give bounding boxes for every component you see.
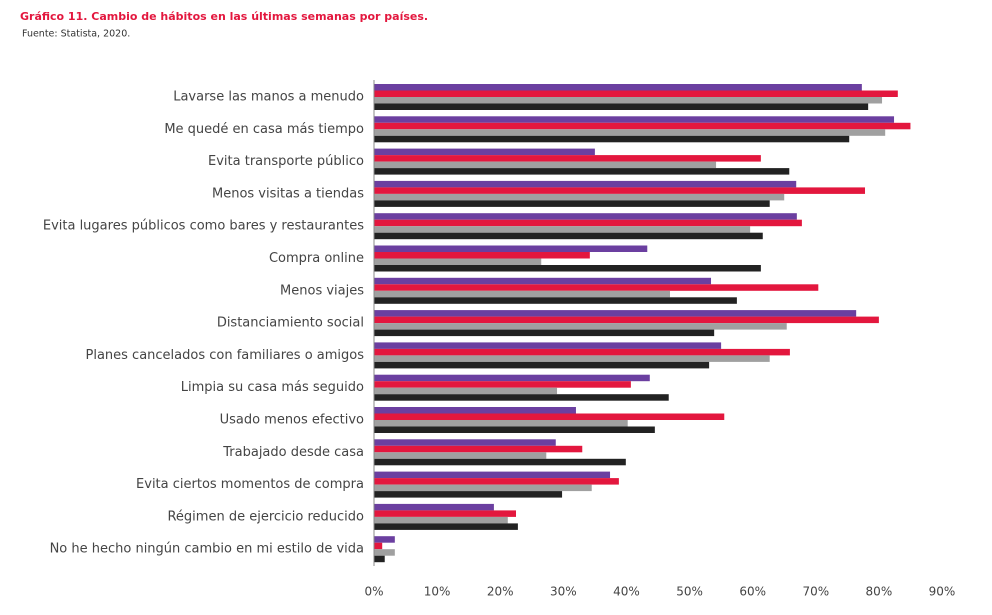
chart-title: Gráfico 11. Cambio de hábitos en las últ…: [20, 10, 428, 23]
bar: [374, 129, 886, 136]
category-label: Evita transporte público: [208, 154, 364, 169]
bar: [374, 290, 670, 298]
bar: [374, 420, 628, 427]
bar: [374, 245, 648, 252]
bar: [374, 439, 556, 446]
bar: [374, 284, 819, 291]
bar: [374, 445, 583, 453]
category-label: Menos visitas a tiendas: [212, 186, 364, 201]
x-tick-label: 0%: [364, 585, 383, 599]
bar: [374, 161, 717, 169]
bar: [374, 277, 712, 285]
category-label: Compra online: [269, 251, 364, 266]
category-label: Trabajado desde casa: [222, 445, 364, 460]
bar: [374, 258, 542, 265]
bar: [374, 510, 516, 517]
bar: [374, 168, 790, 175]
category-label: Menos viajes: [280, 283, 364, 298]
bar: [374, 329, 715, 337]
bar: [374, 265, 761, 272]
bar: [374, 84, 862, 91]
bar: [374, 458, 626, 466]
category-label: No he hecho ningún cambio en mi estilo d…: [50, 542, 364, 557]
x-tick-label: 10%: [424, 585, 451, 599]
bar: [374, 103, 869, 110]
bar: [374, 252, 590, 259]
bar: [374, 394, 669, 401]
x-tick-label: 50%: [676, 585, 703, 599]
bar: [374, 97, 883, 104]
bar: [374, 374, 650, 382]
bar: [374, 180, 797, 188]
bar: [374, 555, 385, 563]
bar: [374, 155, 761, 162]
bar: [374, 297, 737, 304]
x-tick-label: 80%: [866, 585, 893, 599]
bar: [374, 342, 722, 349]
bar: [374, 452, 547, 459]
category-label: Evita lugares públicos como bares y rest…: [43, 219, 364, 234]
bar: [374, 122, 911, 130]
bar: [374, 549, 395, 556]
category-label: Planes cancelados con familiares o amigo…: [86, 348, 365, 363]
bar: [374, 232, 763, 240]
x-tick-label: 60%: [739, 585, 766, 599]
category-label: Distanciamiento social: [217, 316, 364, 331]
x-tick-label: 30%: [550, 585, 577, 599]
category-label: Limpia su casa más seguido: [181, 380, 364, 395]
x-tick-label: 70%: [802, 585, 829, 599]
bar: [374, 471, 611, 479]
bar: [374, 381, 631, 388]
bar: [374, 323, 787, 330]
category-label: Me quedé en casa más tiempo: [164, 122, 364, 137]
category-label: Evita ciertos momentos de compra: [136, 477, 364, 492]
bar: [374, 219, 802, 227]
bar: [374, 213, 797, 220]
bar: [374, 491, 563, 498]
bar: [374, 523, 518, 530]
bar: [374, 361, 710, 369]
bar: [374, 407, 576, 414]
bar: [374, 413, 725, 420]
bar: [374, 187, 866, 194]
bar: [374, 316, 879, 324]
bar: [374, 478, 619, 485]
bar: [374, 542, 383, 550]
bar: [374, 226, 751, 233]
bar: [374, 116, 895, 123]
bar: [374, 503, 494, 511]
bar: [374, 90, 898, 97]
bar: [374, 516, 508, 524]
bar: [374, 484, 592, 492]
x-tick-label: 20%: [487, 585, 514, 599]
bar: [374, 200, 770, 207]
bar: [374, 426, 655, 433]
category-label: Régimen de ejercicio reducido: [167, 509, 364, 524]
bar: [374, 193, 785, 201]
category-label: Lavarse las manos a menudo: [173, 90, 364, 105]
bar: [374, 148, 595, 156]
x-tick-label: 90%: [929, 585, 956, 599]
bar: [374, 348, 790, 356]
category-label: Usado menos efectivo: [220, 413, 364, 428]
bar: [374, 387, 558, 395]
bar: [374, 536, 395, 543]
bar: [374, 355, 770, 362]
x-tick-label: 40%: [613, 585, 640, 599]
bar: [374, 310, 857, 317]
chart-subtitle: Fuente: Statista, 2020.: [22, 29, 130, 40]
bar: [374, 135, 850, 143]
